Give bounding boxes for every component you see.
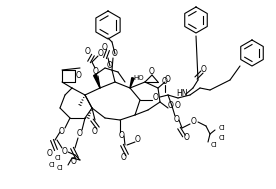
Text: O: O	[135, 136, 141, 145]
Polygon shape	[130, 78, 134, 88]
Text: O: O	[93, 67, 99, 77]
Text: Cl: Cl	[57, 165, 63, 171]
Text: O: O	[191, 118, 197, 126]
Text: O: O	[71, 157, 77, 167]
Text: O: O	[85, 47, 91, 57]
Text: HO: HO	[133, 75, 144, 81]
Text: O: O	[121, 153, 127, 163]
Text: O: O	[162, 77, 168, 87]
Text: O: O	[59, 128, 65, 136]
Text: O: O	[149, 67, 155, 75]
Text: Cl: Cl	[55, 155, 61, 161]
Text: O: O	[184, 133, 190, 143]
Text: O: O	[201, 66, 207, 74]
Text: O: O	[175, 101, 181, 111]
Text: O: O	[77, 129, 83, 139]
Text: O: O	[92, 128, 98, 136]
Text: O: O	[107, 61, 113, 70]
Text: O: O	[174, 115, 180, 125]
Text: Cl: Cl	[49, 162, 55, 168]
Text: O: O	[153, 92, 159, 101]
Text: O: O	[62, 147, 68, 156]
Text: O: O	[98, 50, 104, 59]
Text: O: O	[102, 43, 108, 51]
Polygon shape	[94, 74, 100, 88]
Text: O: O	[168, 101, 174, 111]
Text: Cl: Cl	[219, 125, 225, 131]
Text: HN: HN	[176, 90, 188, 98]
Text: O: O	[47, 149, 53, 157]
Text: Cl: Cl	[219, 135, 225, 141]
Text: Cl: Cl	[211, 142, 217, 148]
Text: O: O	[165, 75, 171, 84]
Text: O: O	[112, 50, 118, 59]
Text: O: O	[119, 132, 125, 140]
Text: O: O	[76, 71, 82, 81]
